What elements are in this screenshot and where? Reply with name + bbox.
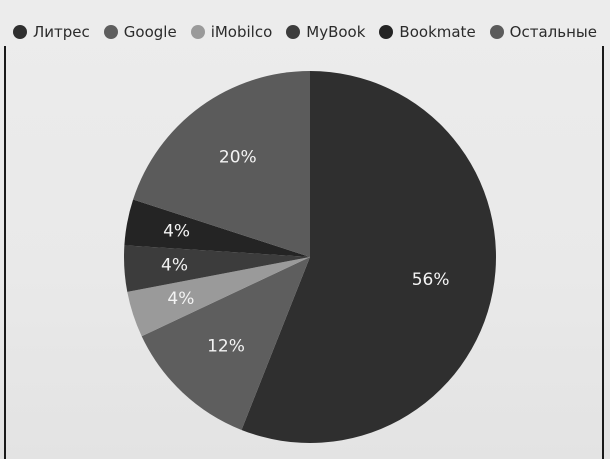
slice-label-other: 20%: [219, 148, 257, 168]
legend-label-other: Остальные: [509, 22, 597, 41]
slice-label-imobilco: 4%: [167, 289, 194, 309]
legend-item-bookmate: Bookmate: [379, 22, 476, 41]
pie-slice-litres: [241, 71, 496, 443]
legend-item-google: Google: [103, 22, 177, 41]
slice-label-google: 12%: [207, 337, 245, 357]
legend-swatch-bookmate: [379, 25, 394, 39]
chart-legend: Литрес Google iMobilco MyBook Bookmate О…: [0, 20, 610, 44]
pie-slice-google: [141, 257, 310, 430]
legend-item-imobilco: iMobilco: [190, 22, 273, 41]
legend-swatch-imobilco: [190, 25, 205, 39]
legend-label-mybook: MyBook: [306, 22, 366, 41]
legend-label-google: Google: [123, 22, 177, 41]
legend-label-bookmate: Bookmate: [399, 22, 476, 41]
slice-label-bookmate: 4%: [163, 222, 190, 242]
pie-slice-mybook: [124, 245, 311, 292]
pie-slice-other: [133, 71, 310, 257]
legend-swatch-mybook: [286, 25, 301, 39]
legend-label-imobilco: iMobilco: [210, 22, 273, 41]
slice-label-litres: 56%: [412, 270, 450, 290]
legend-item-litres: Литрес: [13, 22, 90, 41]
legend-swatch-google: [103, 25, 118, 39]
legend-swatch-litres: [13, 25, 28, 39]
legend-item-mybook: MyBook: [286, 22, 366, 41]
slice-label-mybook: 4%: [161, 256, 188, 276]
legend-item-other: Остальные: [489, 22, 597, 41]
chart-frame: [4, 46, 604, 459]
legend-swatch-other: [489, 25, 504, 39]
legend-label-litres: Литрес: [33, 22, 90, 41]
pie-slice-bookmate: [124, 199, 310, 257]
pie-slice-imobilco: [127, 257, 310, 337]
